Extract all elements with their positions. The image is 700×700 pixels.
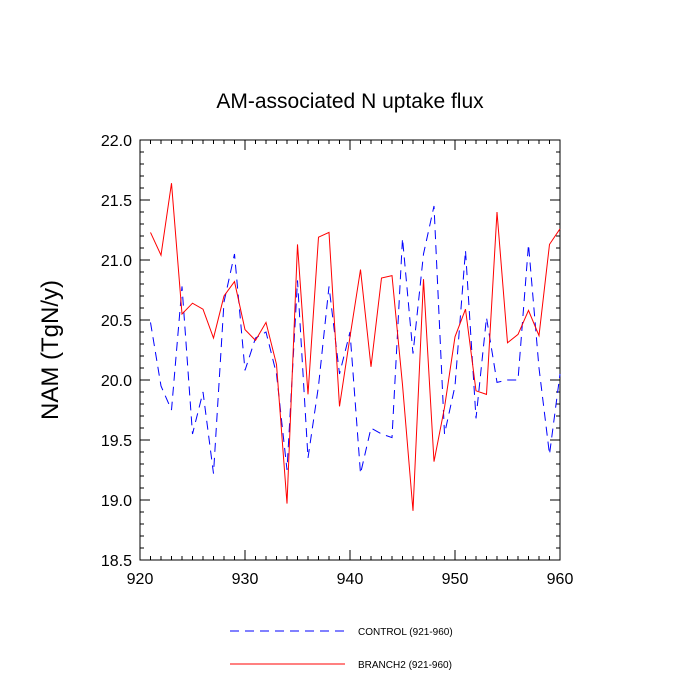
x-axis-ticks: 920 930 940 950 960 [127,140,574,588]
y-tick-label: 18.5 [101,553,132,570]
series-layer [150,183,561,511]
x-tick-label: 940 [337,571,364,588]
chart-title: AM-associated N uptake flux [216,90,484,113]
plot-frame [139,139,561,561]
y-tick-label: 21.5 [101,193,132,210]
y-tick-label: 19.5 [101,433,132,450]
x-tick-label: 950 [442,571,469,588]
minor-ticks [139,139,561,561]
legend-label-control: CONTROL (921-960) [358,627,453,638]
y-tick-label: 19.0 [101,493,132,510]
y-axis-label: NAM (TgN/y) [37,280,64,420]
y-tick-label: 20.5 [101,313,132,330]
series-line-control [150,205,561,474]
x-tick-label: 920 [127,571,154,588]
legend-label-branch2: BRANCH2 (921-960) [358,660,452,671]
x-tick-label: 960 [547,571,574,588]
y-tick-label: 20.0 [101,373,132,390]
series-line-branch2 [150,183,561,511]
y-tick-label: 21.0 [101,253,132,270]
y-tick-label: 22.0 [101,133,132,150]
legend: CONTROL (921-960) BRANCH2 (921-960) [230,627,453,671]
x-tick-label: 930 [232,571,259,588]
y-axis-ticks: 18.5 19.0 19.5 20.0 20.5 21.0 21.5 22.0 [101,133,560,570]
